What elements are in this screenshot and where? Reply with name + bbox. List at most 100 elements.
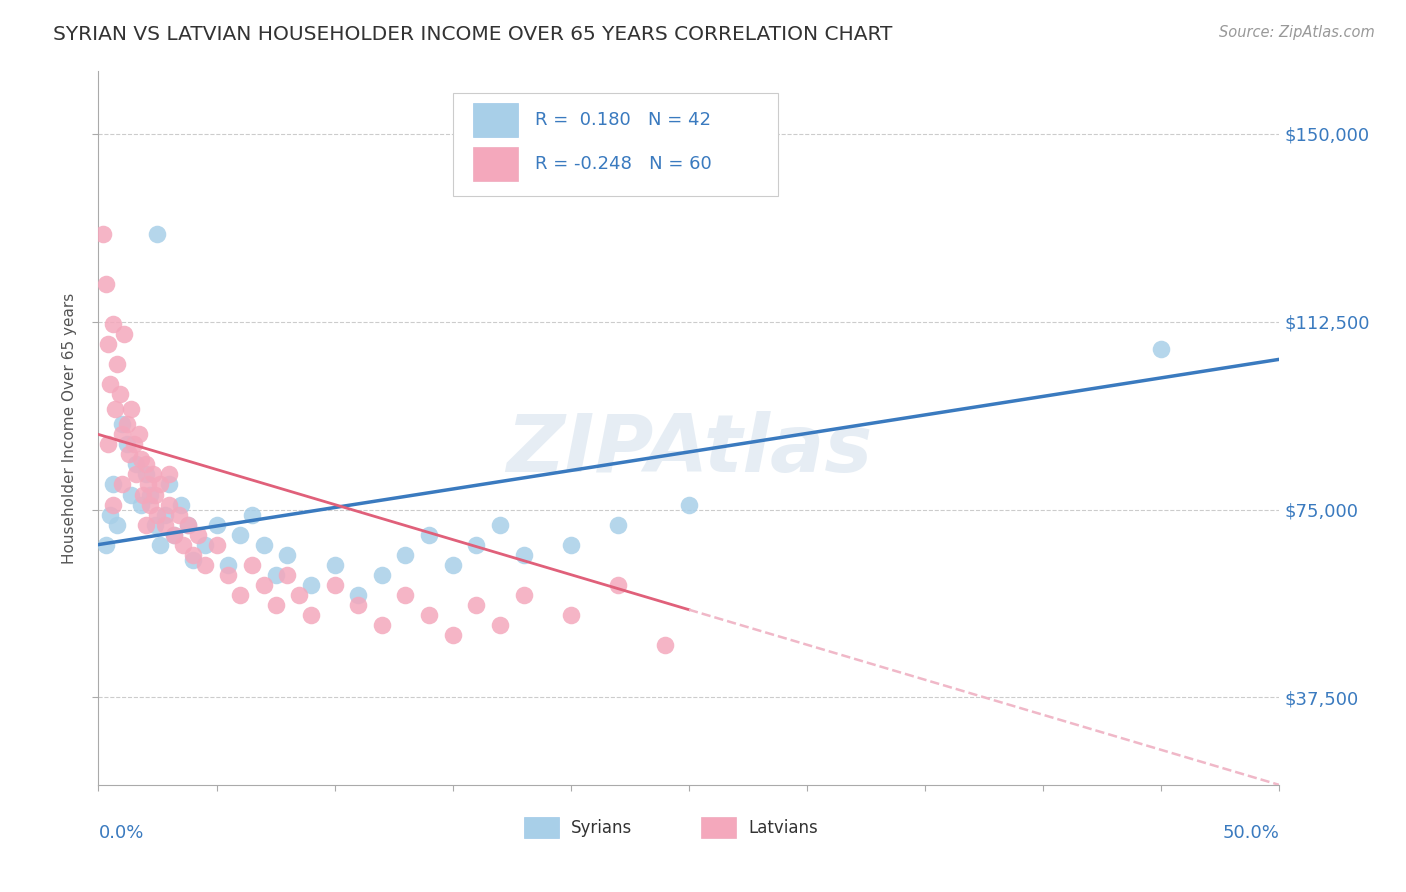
Point xyxy=(105,357,128,371)
Text: Source: ZipAtlas.com: Source: ZipAtlas.com xyxy=(1219,25,1375,40)
Point xyxy=(149,538,172,552)
FancyBboxPatch shape xyxy=(453,93,778,196)
Point xyxy=(94,538,117,552)
Point xyxy=(177,517,200,532)
Point xyxy=(194,558,217,572)
Point xyxy=(276,548,298,562)
Point xyxy=(135,458,157,472)
Point xyxy=(153,508,176,522)
Text: R = -0.248   N = 60: R = -0.248 N = 60 xyxy=(536,155,713,173)
Point xyxy=(299,607,322,622)
Point xyxy=(94,277,117,292)
Bar xyxy=(523,817,560,838)
Point xyxy=(129,452,152,467)
Point xyxy=(418,527,440,541)
Point xyxy=(118,447,141,461)
Point xyxy=(108,387,131,401)
Point xyxy=(143,517,166,532)
Text: SYRIAN VS LATVIAN HOUSEHOLDER INCOME OVER 65 YEARS CORRELATION CHART: SYRIAN VS LATVIAN HOUSEHOLDER INCOME OVE… xyxy=(53,25,893,44)
Point xyxy=(115,437,138,451)
Point xyxy=(157,498,180,512)
Point xyxy=(205,517,228,532)
Point xyxy=(418,607,440,622)
Point xyxy=(146,227,169,241)
Point xyxy=(394,588,416,602)
Point xyxy=(299,577,322,591)
Text: ZIPAtlas: ZIPAtlas xyxy=(506,410,872,489)
Point xyxy=(104,402,127,417)
Text: 50.0%: 50.0% xyxy=(1223,824,1279,842)
Point xyxy=(489,517,512,532)
Point xyxy=(122,437,145,451)
Point xyxy=(194,538,217,552)
Point xyxy=(149,477,172,491)
Y-axis label: Householder Income Over 65 years: Householder Income Over 65 years xyxy=(62,293,77,564)
Point xyxy=(489,617,512,632)
Point xyxy=(217,567,239,582)
Text: R =  0.180   N = 42: R = 0.180 N = 42 xyxy=(536,111,711,128)
Point xyxy=(253,538,276,552)
Point xyxy=(240,508,263,522)
Point xyxy=(139,498,162,512)
Point xyxy=(347,598,370,612)
Point xyxy=(217,558,239,572)
Point xyxy=(125,458,148,472)
Point xyxy=(177,517,200,532)
Point xyxy=(146,508,169,522)
Point xyxy=(125,467,148,482)
Point xyxy=(101,318,124,332)
Point xyxy=(136,477,159,491)
Point xyxy=(172,538,194,552)
Point xyxy=(264,598,287,612)
Point xyxy=(163,527,186,541)
Point xyxy=(111,477,134,491)
Point xyxy=(135,467,157,482)
Point xyxy=(98,508,121,522)
Point xyxy=(101,477,124,491)
Point xyxy=(465,598,488,612)
Point xyxy=(121,402,143,417)
Point xyxy=(323,558,346,572)
Point xyxy=(441,558,464,572)
Point xyxy=(142,467,165,482)
Point xyxy=(394,548,416,562)
Point xyxy=(607,517,630,532)
Point xyxy=(157,477,180,491)
Point xyxy=(105,517,128,532)
Point xyxy=(128,427,150,442)
Point xyxy=(91,227,114,241)
Point xyxy=(276,567,298,582)
Point xyxy=(115,417,138,432)
Point xyxy=(205,538,228,552)
Point xyxy=(132,487,155,501)
Point xyxy=(170,498,193,512)
Point xyxy=(101,498,124,512)
Point xyxy=(153,517,176,532)
Point xyxy=(143,487,166,501)
Bar xyxy=(472,103,517,136)
Point xyxy=(167,508,190,522)
Point xyxy=(181,552,204,566)
Point xyxy=(264,567,287,582)
Point xyxy=(163,527,186,541)
Point xyxy=(512,588,534,602)
Point xyxy=(157,467,180,482)
Text: Latvians: Latvians xyxy=(748,819,818,837)
Point xyxy=(1150,343,1173,357)
Point xyxy=(97,337,120,351)
Point xyxy=(560,607,582,622)
Point xyxy=(129,498,152,512)
Point xyxy=(465,538,488,552)
Point xyxy=(678,498,700,512)
Point xyxy=(441,628,464,642)
Point xyxy=(229,588,252,602)
Point xyxy=(347,588,370,602)
Point xyxy=(98,377,121,392)
Point xyxy=(135,517,157,532)
Point xyxy=(121,487,143,501)
Point xyxy=(607,577,630,591)
Point xyxy=(181,548,204,562)
Text: 0.0%: 0.0% xyxy=(98,824,143,842)
Point xyxy=(253,577,276,591)
Point xyxy=(112,327,135,342)
